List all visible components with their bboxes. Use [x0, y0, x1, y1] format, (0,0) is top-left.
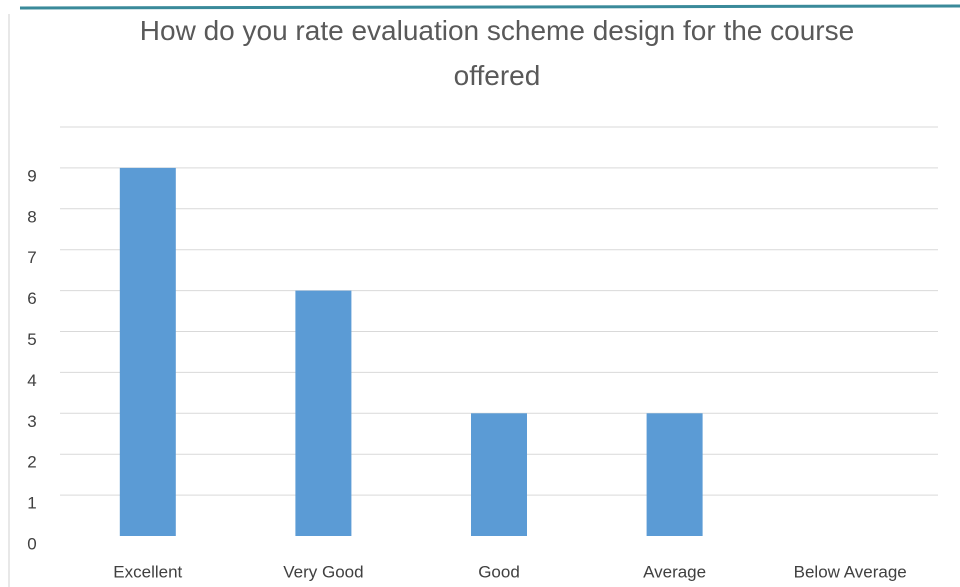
top-border [19, 4, 960, 10]
x-tick-label: Very Good [283, 562, 363, 581]
bar [646, 413, 703, 536]
y-tick-label: 1 [27, 494, 36, 513]
bar [471, 413, 527, 536]
y-tick-label: 0 [27, 534, 36, 553]
y-tick-label: 3 [27, 412, 36, 431]
y-tick-label: 4 [27, 371, 36, 390]
chart-title: How do you rate evaluation scheme design… [139, 15, 855, 91]
x-tick-label: Excellent [113, 562, 182, 581]
y-tick-label: 9 [27, 166, 36, 185]
x-tick-label: Average [643, 562, 706, 581]
bar [295, 290, 352, 536]
y-tick-label: 7 [27, 248, 36, 267]
bar [119, 167, 176, 536]
x-tick-label: Good [478, 562, 520, 581]
y-tick-label: 2 [27, 453, 36, 472]
y-tick-label: 8 [27, 207, 36, 226]
y-tick-label: 5 [27, 330, 36, 349]
y-tick-label: 6 [27, 289, 36, 308]
x-tick-label: Below Average [794, 562, 907, 581]
